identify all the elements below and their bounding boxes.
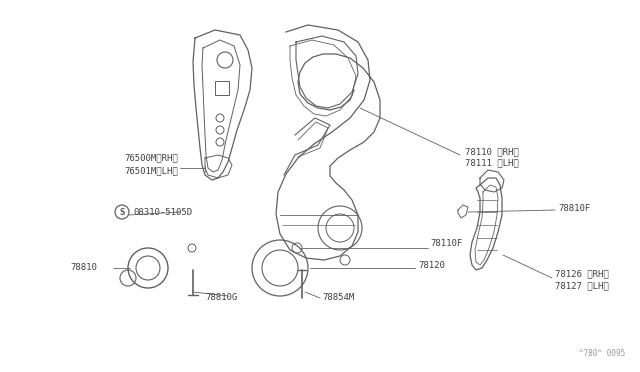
Text: 78111 〈LH〉: 78111 〈LH〉 [465,158,519,167]
Text: ^780^ 0095: ^780^ 0095 [579,349,625,358]
Text: 78810F: 78810F [558,203,590,212]
Text: 78120: 78120 [418,262,445,270]
Text: 76500M〈RH〉: 76500M〈RH〉 [124,154,178,163]
Text: S: S [119,208,125,217]
Text: 78126 〈RH〉: 78126 〈RH〉 [555,269,609,279]
Text: 78110 〈RH〉: 78110 〈RH〉 [465,148,519,157]
Text: 78854M: 78854M [322,294,355,302]
Text: 78810G: 78810G [205,294,237,302]
Text: 78110F: 78110F [430,240,462,248]
Text: 76501M〈LH〉: 76501M〈LH〉 [124,167,178,176]
Text: 78127 〈LH〉: 78127 〈LH〉 [555,282,609,291]
Text: 08310-5105D: 08310-5105D [133,208,192,217]
Text: 78810: 78810 [70,263,97,273]
